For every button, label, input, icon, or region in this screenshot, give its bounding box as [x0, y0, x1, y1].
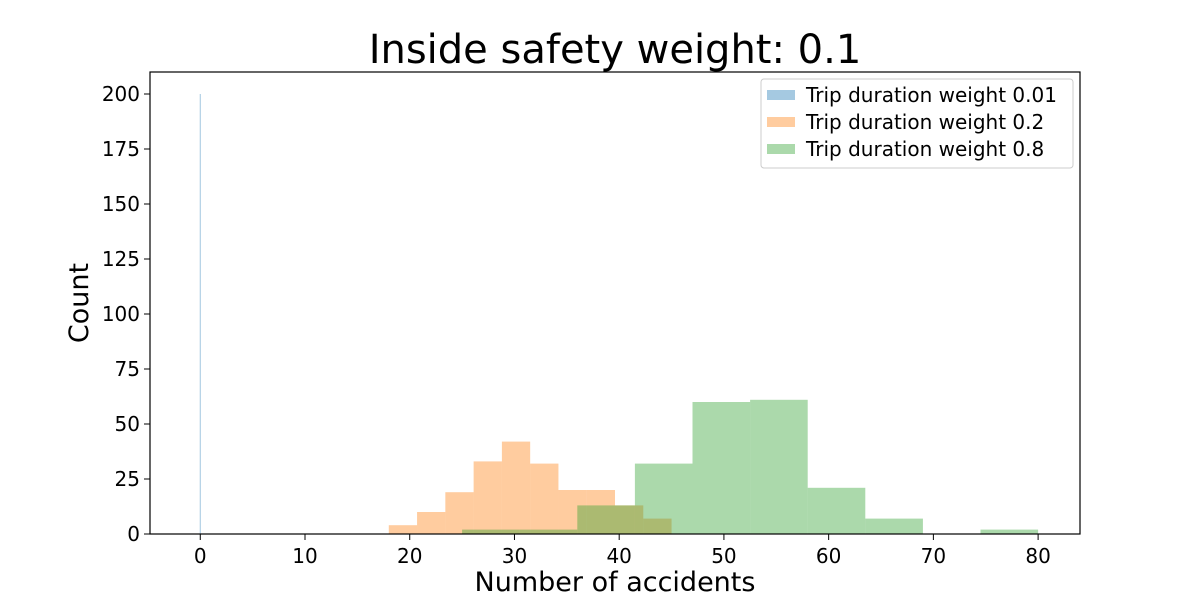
x-tick-label: 30 [502, 544, 527, 568]
y-tick-label: 50 [115, 412, 140, 436]
y-axis-label: Count [64, 263, 95, 343]
plot-frame [149, 71, 1081, 535]
y-tick-label: 100 [102, 302, 140, 326]
x-tick-label: 50 [711, 544, 736, 568]
bar-trip-duration-weight-0-8-7 [865, 518, 923, 534]
bar-trip-duration-weight-0-2-6 [558, 490, 587, 534]
bar-trip-duration-weight-0-2-1 [417, 512, 446, 534]
x-tick-label: 10 [292, 544, 317, 568]
bar-trip-duration-weight-0-8-4 [692, 402, 751, 534]
x-axis: 0 10 20 30 40 50 60 70 80 [194, 534, 1051, 568]
bar-trip-duration-weight-0-8-1 [519, 529, 578, 534]
legend-label-trip-duration-weight-0-2: Trip duration weight 0.2 [805, 110, 1044, 134]
bar-trip-duration-weight-0-2-0 [388, 525, 418, 534]
bar-trip-duration-weight-0-2-3 [473, 461, 502, 534]
chart-title: Inside safety weight: 0.1 [369, 27, 862, 73]
legend-label-trip-duration-weight-0-01: Trip duration weight 0.01 [805, 83, 1057, 107]
bar-trip-duration-weight-0-8-0 [462, 529, 520, 534]
bar-trip-duration-weight-0-8-6 [807, 487, 866, 534]
legend: Trip duration weight 0.01 Trip duration w… [760, 78, 1074, 169]
y-axis: 0 25 50 75 100 125 150 175 200 [102, 82, 150, 546]
bar-trip-duration-weight-0-2-4 [501, 441, 531, 534]
x-tick-label: 70 [921, 544, 946, 568]
bar-trip-duration-weight-0-8-9 [980, 529, 1039, 534]
y-tick-label: 150 [102, 192, 140, 216]
histogram-bars [199, 94, 1039, 534]
bar-trip-duration-weight-0-8-5 [750, 399, 808, 534]
x-tick-label: 20 [397, 544, 422, 568]
y-tick-label: 0 [127, 522, 140, 546]
y-tick-label: 175 [102, 137, 140, 161]
x-tick-label: 0 [194, 544, 207, 568]
bar-trip-duration-weight-0-01-0 [199, 94, 201, 534]
y-tick-label: 25 [115, 467, 140, 491]
legend-swatch-trip-duration-weight-0-01 [767, 90, 795, 100]
bar-trip-duration-weight-0-8-3 [634, 463, 693, 534]
y-tick-label: 125 [102, 247, 140, 271]
bar-trip-duration-weight-0-2-5 [530, 463, 559, 534]
y-tick-label: 75 [115, 357, 140, 381]
bar-trip-duration-weight-0-2-8 [615, 505, 644, 534]
bar-trip-duration-weight-0-2-9 [643, 518, 672, 534]
x-tick-label: 80 [1025, 544, 1050, 568]
x-tick-label: 40 [606, 544, 631, 568]
legend-label-trip-duration-weight-0-8: Trip duration weight 0.8 [805, 137, 1044, 161]
legend-box [760, 78, 1074, 169]
y-tick-label: 200 [102, 82, 140, 106]
x-axis-label: Number of accidents [475, 567, 756, 598]
bar-trip-duration-weight-0-8-2 [577, 505, 635, 534]
bar-trip-duration-weight-0-2-2 [445, 492, 474, 534]
legend-swatch-trip-duration-weight-0-8 [767, 144, 795, 154]
legend-swatch-trip-duration-weight-0-2 [767, 117, 795, 127]
x-tick-label: 60 [816, 544, 841, 568]
bar-trip-duration-weight-0-2-7 [586, 490, 615, 534]
